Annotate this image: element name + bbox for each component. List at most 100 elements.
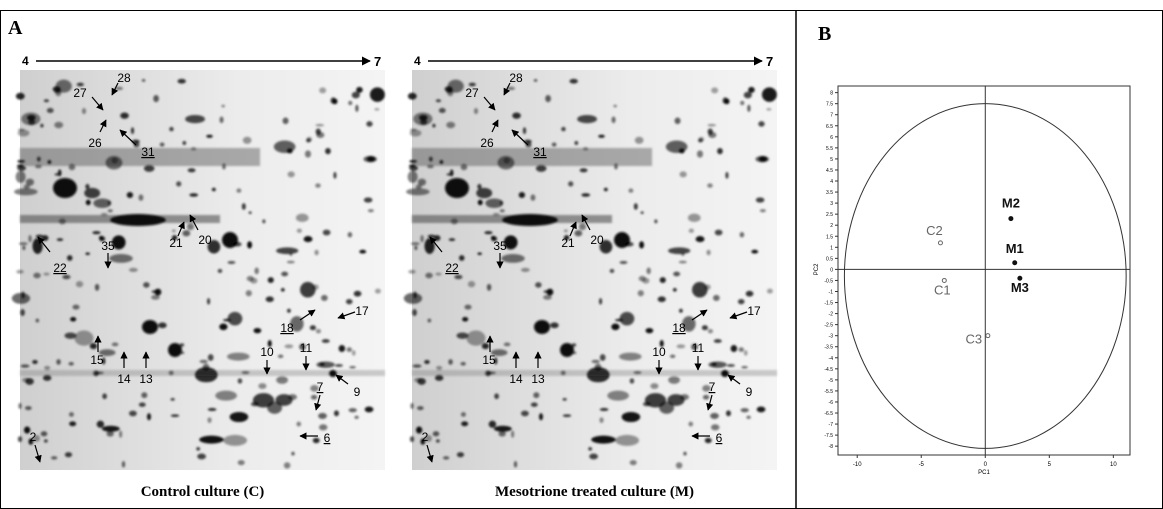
gel-spot	[739, 232, 745, 238]
gel-spot	[659, 277, 666, 283]
spot-label: 21	[561, 236, 575, 250]
y-tick-label: -1.5	[824, 301, 833, 307]
gel-spot	[56, 359, 61, 365]
spot-label: 10	[652, 345, 666, 359]
gel-spot	[319, 87, 327, 94]
gel-spot	[177, 78, 186, 84]
gel-spot	[569, 78, 578, 84]
ph-start: 4	[414, 54, 421, 68]
gel-spot	[574, 230, 583, 237]
y-tick-label: 3.5	[826, 190, 833, 196]
gel-spot	[96, 420, 105, 428]
gel-spot	[254, 267, 259, 275]
x-tick-label: 5	[1048, 462, 1052, 468]
gel-spot	[241, 203, 246, 210]
spot-arrow	[581, 214, 591, 231]
gel-spot	[182, 230, 191, 237]
gel-spot	[55, 79, 72, 93]
gel-spot	[611, 323, 620, 331]
gel-spot	[418, 114, 428, 121]
gel-spot	[81, 108, 87, 115]
gel-spot	[321, 339, 330, 343]
spot-arrow	[177, 221, 185, 237]
gel-spot	[130, 127, 135, 135]
gel-spot	[102, 393, 107, 400]
gel-spot	[702, 384, 711, 392]
gel-spot	[599, 354, 606, 361]
gel-spot	[232, 241, 242, 247]
gel-spot	[502, 214, 558, 226]
gel-spot	[85, 252, 90, 255]
gel-spot	[581, 193, 591, 197]
gel-spot	[607, 390, 629, 401]
gel-spot	[17, 129, 30, 137]
gel-spot	[176, 181, 182, 187]
gel-spot	[613, 104, 617, 108]
gel-spot	[708, 361, 727, 368]
gel-spot	[110, 214, 166, 226]
gel-spot	[615, 434, 640, 446]
gel-spots	[11, 78, 385, 469]
spot-label: 7	[317, 380, 324, 394]
gel-spot	[490, 349, 508, 357]
gel-spot	[58, 218, 66, 225]
gel-spot	[281, 271, 289, 277]
spot-label: 22	[445, 261, 459, 275]
gel-spot	[356, 86, 363, 93]
gel-spot	[43, 272, 50, 276]
y-tick-label: 8	[830, 91, 833, 97]
gel-spot	[582, 147, 589, 151]
spot-label: 17	[747, 304, 761, 318]
gel-spot	[746, 415, 751, 419]
gel-spot	[725, 171, 729, 179]
gel-spot	[417, 178, 427, 186]
gel-spot	[447, 79, 464, 93]
plot-area	[837, 85, 1131, 456]
gel-spot	[406, 188, 430, 196]
gel-spot	[138, 194, 144, 201]
gel-spot	[338, 345, 346, 352]
gel-spot	[679, 308, 683, 313]
gel-spot	[720, 369, 730, 378]
gel-spot	[28, 438, 34, 445]
gel-spot	[410, 128, 417, 132]
gel-spot	[304, 150, 312, 158]
gel-spot	[252, 393, 275, 408]
spot-arrow	[189, 214, 199, 231]
gel-spot	[650, 383, 659, 389]
gel-spot	[206, 134, 213, 138]
spot-arrow	[483, 96, 496, 111]
gel-spot	[637, 290, 644, 297]
spot-label: 2	[422, 430, 429, 444]
gel-spot	[295, 213, 309, 223]
gel-spot	[359, 249, 367, 254]
spot-label: 13	[139, 372, 153, 386]
y-tick-label: -5	[829, 378, 834, 384]
gel-spot	[560, 343, 574, 357]
gel-spot	[20, 309, 25, 317]
y-tick-label: -0.5	[824, 278, 833, 284]
gel-spot	[646, 267, 651, 275]
y-tick-label: 7.5	[826, 102, 833, 108]
gel-spot	[751, 249, 759, 254]
gel-spot	[678, 260, 687, 264]
gel-spot	[477, 183, 482, 190]
gel-spot	[85, 199, 91, 206]
gel-spot	[158, 322, 167, 329]
gel-spot	[543, 290, 552, 294]
gel-spot	[265, 296, 274, 303]
gel-spot	[126, 191, 134, 199]
gel-spot	[412, 364, 422, 368]
gel-spot	[535, 164, 547, 172]
gel-spot	[712, 294, 720, 301]
gel-spot	[579, 168, 588, 173]
gel-spot	[199, 435, 224, 444]
spot-label: 31	[533, 145, 547, 159]
gel-spot	[659, 340, 664, 348]
gel-spot	[710, 424, 720, 431]
spot-label: 6	[716, 431, 723, 445]
y-tick-label: -7	[829, 422, 834, 428]
gel-spot	[310, 384, 319, 392]
gel-spot	[586, 367, 610, 383]
gel-spot	[578, 223, 587, 231]
